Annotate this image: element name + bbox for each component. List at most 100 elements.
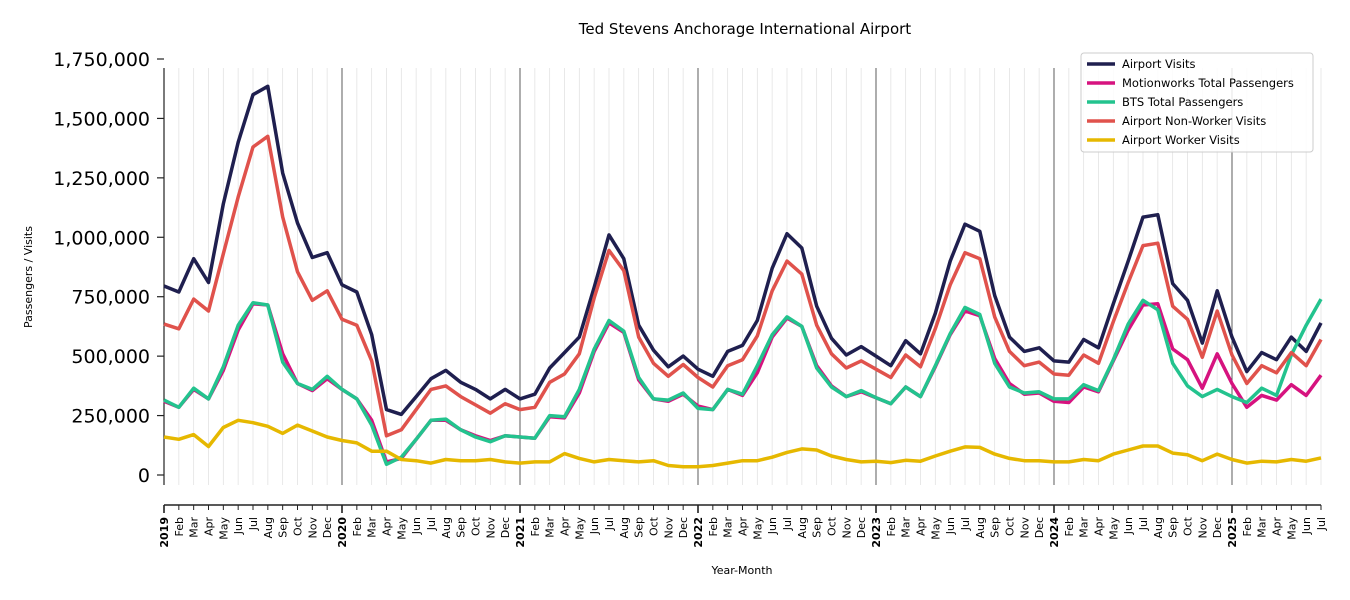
x-tick-label: Aug xyxy=(440,517,453,538)
x-tick-label: Jun xyxy=(766,517,779,535)
x-axis-label: Year-Month xyxy=(710,564,772,577)
x-tick-label: Apr xyxy=(1093,517,1106,537)
x-tick-label: 2020 xyxy=(336,517,349,548)
x-tick-label: Dec xyxy=(855,517,868,538)
x-tick-label: Apr xyxy=(559,517,572,537)
x-tick-label: Jul xyxy=(781,517,794,531)
legend-label: Motionworks Total Passengers xyxy=(1122,76,1294,90)
series-airport-visits xyxy=(163,84,1323,417)
x-tick-label: Apr xyxy=(203,517,216,537)
x-tick-label: Dec xyxy=(1033,517,1046,538)
x-tick-label: Oct xyxy=(826,516,839,536)
x-tick-label: 2023 xyxy=(870,517,883,548)
x-tick-label: Dec xyxy=(1211,517,1224,538)
x-tick-label: Mar xyxy=(1078,517,1091,538)
x-tick-label: Mar xyxy=(366,517,379,538)
x-tick-label: Sep xyxy=(633,517,646,538)
y-tick-label: 1,000,000 xyxy=(53,227,150,249)
x-tick-label: Jun xyxy=(1300,517,1313,535)
x-tick-label: Nov xyxy=(1196,517,1209,539)
x-tick-label: Feb xyxy=(707,517,720,536)
x-tick-label: May xyxy=(1107,517,1120,540)
grid-lines xyxy=(178,68,1322,485)
x-tick-label: Jul xyxy=(247,517,260,531)
x-tick-label: 2022 xyxy=(692,517,705,548)
x-axis: 2019 Feb Mar Apr May Jun Jul Aug Sep Oct Nov Dec 202… xyxy=(158,504,1328,548)
x-tick-label: Feb xyxy=(885,517,898,536)
x-tick-label: Jun xyxy=(588,517,601,535)
x-tick-label: Sep xyxy=(455,517,468,538)
x-tick-label: Aug xyxy=(796,517,809,538)
x-tick-label: Jul xyxy=(1137,517,1150,531)
x-tick-label: Mar xyxy=(544,517,557,538)
series-airport-worker-visits xyxy=(163,418,1322,469)
x-tick-label: Feb xyxy=(173,517,186,536)
x-tick-label: Apr xyxy=(381,517,394,537)
x-tick-label: Oct xyxy=(1004,516,1017,536)
series-airport-non-worker-visits xyxy=(163,134,1323,438)
x-tick-label: Nov xyxy=(840,517,853,539)
x-tick-label: May xyxy=(217,517,230,540)
x-tick-label: May xyxy=(929,517,942,540)
x-tick-label: Aug xyxy=(262,517,275,538)
x-tick-label: May xyxy=(573,517,586,540)
x-tick-label: 2019 xyxy=(158,517,171,548)
x-tick-label: Apr xyxy=(737,517,750,537)
x-tick-label: Mar xyxy=(722,517,735,538)
x-tick-label: 2024 xyxy=(1048,517,1061,548)
y-axis-label: Passengers / Visits xyxy=(22,226,35,328)
legend-frame xyxy=(1080,52,1314,153)
x-tick-label: Dec xyxy=(499,517,512,538)
x-tick-label: Sep xyxy=(811,517,824,538)
x-tick-label: Apr xyxy=(1271,517,1284,537)
x-tick-label: Dec xyxy=(321,517,334,538)
x-tick-label: Feb xyxy=(351,517,364,536)
legend-label: Airport Worker Visits xyxy=(1122,133,1240,147)
x-tick-label: Aug xyxy=(974,517,987,538)
x-tick-label: Mar xyxy=(1256,517,1269,538)
x-tick-label: Nov xyxy=(484,517,497,539)
x-tick-label: Apr xyxy=(915,517,928,537)
x-tick-label: Nov xyxy=(1018,517,1031,539)
x-tick-label: Jul xyxy=(959,517,972,531)
y-tick-label: 0 xyxy=(138,465,150,487)
y-tick-label: 500,000 xyxy=(71,346,150,368)
x-tick-label: Oct xyxy=(470,516,483,536)
y-tick-label: 1,500,000 xyxy=(53,108,150,130)
x-tick-label: Aug xyxy=(618,517,631,538)
x-tick-label: May xyxy=(1285,517,1298,540)
x-tick-label: Jul xyxy=(603,517,616,531)
x-tick-label: Oct xyxy=(292,516,305,536)
x-tick-label: Nov xyxy=(662,517,675,539)
x-tick-label: Jun xyxy=(410,517,423,535)
y-tick-label: 750,000 xyxy=(71,287,150,309)
x-tick-label: Jun xyxy=(1122,517,1135,535)
x-tick-label: Sep xyxy=(989,517,1002,538)
x-tick-label: Dec xyxy=(677,517,690,538)
x-tick-label: Jul xyxy=(425,517,438,531)
x-tick-label: May xyxy=(395,517,408,540)
x-tick-label: 2025 xyxy=(1226,517,1239,548)
x-tick-label: Sep xyxy=(1167,517,1180,538)
x-tick-label: Oct xyxy=(1182,516,1195,536)
legend: Airport Visits Motionworks Total Passenge… xyxy=(1080,52,1314,153)
chart-title: Ted Stevens Anchorage International Airp… xyxy=(578,20,911,38)
x-tick-label: Feb xyxy=(1241,517,1254,536)
x-tick-label: 2021 xyxy=(514,517,527,548)
legend-label: BTS Total Passengers xyxy=(1122,95,1243,109)
x-tick-label: Feb xyxy=(529,517,542,536)
x-tick-label: Jul xyxy=(1315,517,1328,531)
x-tick-label: Jun xyxy=(232,517,245,535)
series-bts-total-passengers xyxy=(163,298,1323,467)
x-tick-label: Mar xyxy=(188,517,201,538)
x-tick-label: Nov xyxy=(306,517,319,539)
x-tick-label: Mar xyxy=(900,517,913,538)
x-tick-label: Aug xyxy=(1152,517,1165,538)
series-lines xyxy=(163,84,1323,469)
legend-label: Airport Visits xyxy=(1122,57,1196,71)
x-tick-label: May xyxy=(751,517,764,540)
x-tick-label: Oct xyxy=(648,516,661,536)
y-tick-label: 1,750,000 xyxy=(53,49,150,71)
y-tick-label: 250,000 xyxy=(71,406,150,428)
